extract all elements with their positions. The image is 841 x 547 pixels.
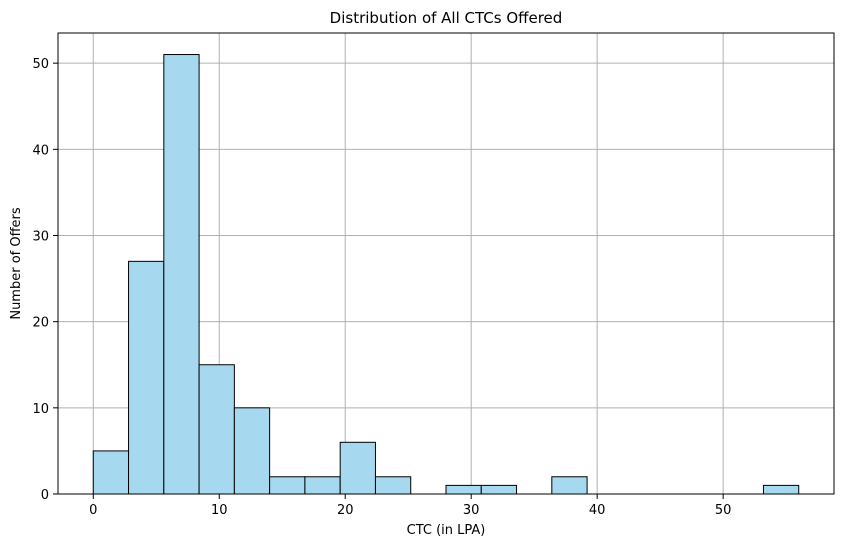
histogram-bar xyxy=(762,484,800,495)
plot-frame xyxy=(57,32,835,495)
y-tick-label: 20 xyxy=(32,316,49,331)
x-tick-label: 20 xyxy=(337,503,354,518)
histogram-bar xyxy=(445,484,482,495)
chart-title: Distribution of All CTCs Offered xyxy=(330,9,563,27)
histogram-bar xyxy=(304,476,341,495)
x-tick-label: 40 xyxy=(589,503,606,518)
x-tick-label: 30 xyxy=(463,503,480,518)
x-tick-label: 0 xyxy=(89,503,97,518)
histogram-bar xyxy=(233,407,271,495)
y-axis-title: Number of Offers xyxy=(9,207,24,320)
x-axis-ticks: 0 10 20 30 40 50 xyxy=(89,494,731,518)
y-tick-label: 40 xyxy=(32,143,49,158)
histogram-bar xyxy=(374,476,412,495)
y-tick-label: 0 xyxy=(41,488,49,503)
histogram-bar xyxy=(128,260,165,495)
histogram-bar xyxy=(339,441,376,495)
histogram-bar xyxy=(198,364,235,495)
x-tick-label: 10 xyxy=(211,503,228,518)
x-tick-label: 50 xyxy=(715,503,732,518)
histogram-bar xyxy=(480,484,518,495)
histogram-bar xyxy=(551,476,588,495)
y-tick-label: 10 xyxy=(32,402,49,417)
histogram-bar xyxy=(92,450,130,495)
y-axis-ticks: 0 10 20 30 40 50 xyxy=(32,57,58,503)
x-axis-title: CTC (in LPA) xyxy=(407,523,486,538)
histogram-bar xyxy=(269,476,306,495)
histogram-bars xyxy=(92,54,800,495)
y-tick-label: 50 xyxy=(32,57,49,72)
y-tick-label: 30 xyxy=(32,229,49,244)
histogram-bar xyxy=(163,54,200,495)
